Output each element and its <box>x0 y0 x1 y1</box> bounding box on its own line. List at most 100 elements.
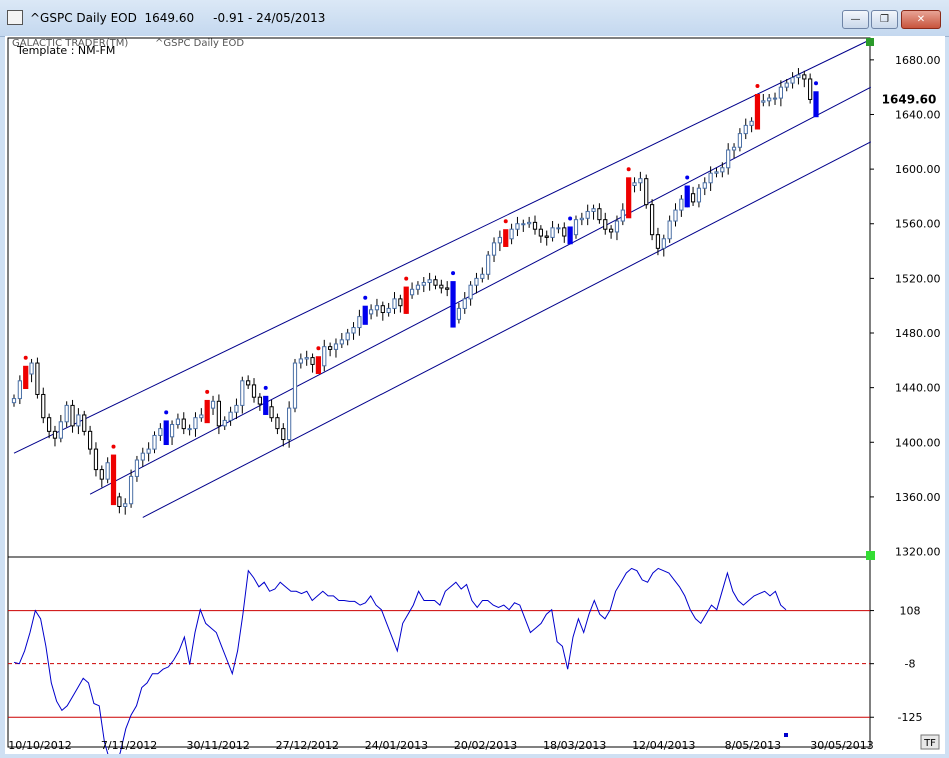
oscillator-axis: 108 -8 -125 <box>870 605 922 724</box>
date-tick-label: 24/01/2013 <box>365 739 428 752</box>
candle-body <box>310 357 315 365</box>
candle-body <box>345 332 350 341</box>
candle-body <box>234 404 239 413</box>
signal-dot <box>814 81 818 86</box>
candle-body <box>29 362 34 375</box>
signal-bar <box>626 177 632 219</box>
candle-body <box>655 234 661 249</box>
candle-body <box>661 238 666 249</box>
candle-body <box>76 414 81 427</box>
price-plot-frame <box>7 37 871 558</box>
channel-line-upper <box>13 38 872 454</box>
candle-body <box>82 414 87 432</box>
candle-body <box>521 223 526 226</box>
signal-bar <box>813 91 819 118</box>
candle-body <box>673 209 678 222</box>
signal-dot <box>111 444 116 449</box>
signal-dot <box>755 83 760 88</box>
candle-body <box>468 284 473 300</box>
candle-body <box>427 279 432 283</box>
tf-button[interactable] <box>920 734 940 750</box>
candle-body <box>357 316 362 329</box>
candle-body <box>532 221 538 230</box>
candle-body <box>246 380 251 386</box>
restore-button[interactable]: ❐ <box>871 10 898 29</box>
candle-body <box>99 469 104 480</box>
price-tick-label: 1360.00 <box>895 491 941 504</box>
candle-body <box>696 187 702 203</box>
last-price-label: 1649.60 <box>882 92 937 106</box>
chart-svg[interactable]: GALACTIC TRADER(TM) ^GSPC Daily EOD Temp… <box>5 36 945 754</box>
signal-dot <box>263 385 268 390</box>
candle-body <box>216 400 222 427</box>
signal-bar <box>110 454 117 506</box>
signal-bar <box>362 305 368 325</box>
candle-body <box>240 380 245 406</box>
candle-body <box>52 430 58 439</box>
candle-body <box>433 279 438 286</box>
candle-body <box>193 417 198 430</box>
scroll-marker[interactable] <box>784 733 788 737</box>
restore-icon: ❐ <box>880 14 889 25</box>
candle-body <box>720 167 725 173</box>
candle-body <box>380 305 385 314</box>
candle-body <box>644 178 649 206</box>
osc-tick-label: -8 <box>905 658 916 671</box>
candle-body <box>123 503 128 507</box>
signal-dot <box>205 389 210 394</box>
candle-body <box>392 298 397 309</box>
signal-bar <box>567 226 573 245</box>
candle-body <box>146 448 151 454</box>
series-label: ^GSPC Daily EOD <box>155 38 244 49</box>
window-title: ^GSPC Daily EOD 1649.60 -0.91 - 24/05/20… <box>30 11 326 25</box>
brand-label: GALACTIC TRADER(TM) <box>12 38 128 49</box>
candle-body <box>708 172 713 184</box>
signal-dot <box>568 216 573 221</box>
candle-body <box>749 120 754 126</box>
candle-body <box>486 254 491 275</box>
date-tick-label: 30/05/2013 <box>810 739 873 752</box>
candle-body <box>649 204 655 236</box>
candle-body <box>333 343 339 350</box>
candle-body <box>527 221 532 225</box>
candle-body <box>210 400 216 409</box>
price-tick-label: 1560.00 <box>895 218 941 231</box>
candle-body <box>632 182 637 187</box>
price-tick-label: 1600.00 <box>895 163 941 176</box>
green-handle-top[interactable] <box>866 38 874 46</box>
candle-body <box>462 298 467 309</box>
candle-body <box>93 448 99 471</box>
candle-body <box>47 417 52 432</box>
price-tick-label: 1440.00 <box>895 382 941 395</box>
candle-body <box>767 97 772 102</box>
channel-line-lower <box>142 141 872 518</box>
candle-body <box>731 146 737 151</box>
candle-body <box>181 418 186 430</box>
candle-body <box>579 217 584 221</box>
date-tick-label: 10/10/2012 <box>8 739 71 752</box>
date-tick-label: 20/02/2013 <box>454 739 517 752</box>
candle-body <box>702 182 707 189</box>
close-button[interactable]: ✕ <box>901 10 941 29</box>
signal-bar <box>204 399 210 424</box>
candle-body <box>726 149 731 169</box>
candle-body <box>667 220 672 240</box>
candle-body <box>35 362 40 395</box>
candle-body <box>497 236 502 244</box>
green-handle-divider[interactable] <box>866 551 875 560</box>
candle-body <box>474 277 479 286</box>
candle-body <box>169 424 175 438</box>
candle-body <box>228 411 233 421</box>
chart-area[interactable]: GALACTIC TRADER(TM) ^GSPC Daily EOD Temp… <box>5 36 945 754</box>
candle-body <box>743 124 748 135</box>
candle-body <box>287 407 292 441</box>
oscillator-levels <box>8 610 870 718</box>
signal-bar <box>503 229 509 247</box>
candle-body <box>187 428 192 431</box>
minimize-button[interactable]: — <box>842 10 869 29</box>
chart-app-icon[interactable] <box>7 10 23 25</box>
candle-body <box>562 227 567 237</box>
candle-body <box>690 193 696 203</box>
candle-body <box>58 421 63 439</box>
signal-bar <box>450 281 456 328</box>
